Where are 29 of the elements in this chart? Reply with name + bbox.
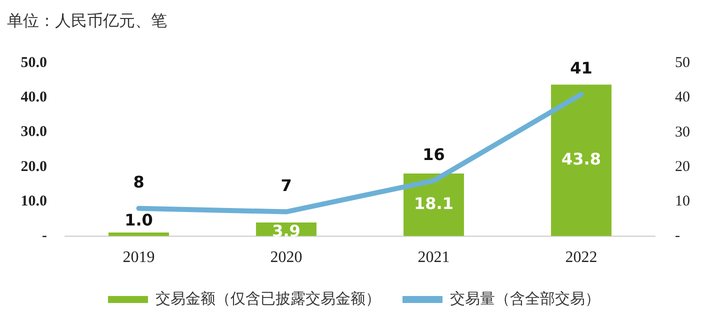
bar: [108, 232, 169, 236]
y-tick-label: -: [42, 228, 47, 244]
data-label: 7: [280, 176, 292, 195]
data-label: 18.1: [414, 194, 454, 213]
data-label: 41: [570, 58, 592, 78]
y2-tick-label: 20: [675, 158, 690, 175]
legend-label: 交易量（含全部交易）: [450, 289, 600, 308]
data-label: 3.9: [272, 222, 300, 241]
y-tick-label: 10.0: [20, 193, 47, 210]
y2-tick-label: 40: [675, 90, 690, 106]
y-tick-label: 40.0: [20, 90, 47, 106]
legend-label: 交易金额（仅含已披露交易金额）: [156, 289, 380, 308]
data-label: 43.8: [562, 149, 601, 168]
x-tick-label: 2021: [418, 248, 450, 266]
y2-tick-label: 30: [675, 124, 690, 140]
y-tick-label: 20.0: [20, 158, 47, 175]
y-tick-label: 50.0: [20, 55, 47, 72]
y2-tick-label: 50: [675, 55, 690, 72]
data-label: 1.0: [124, 210, 153, 230]
y2-tick-label: -: [675, 228, 680, 244]
y2-tick-label: 10: [675, 193, 690, 210]
x-tick-label: 2020: [270, 248, 302, 266]
bar: [551, 84, 612, 236]
x-tick-label: 2022: [565, 248, 598, 266]
y-tick-label: 30.0: [20, 124, 47, 140]
x-tick-label: 2019: [122, 248, 155, 266]
data-label: 8: [133, 172, 144, 192]
chart-title: 单位：人民币亿元、笔: [7, 10, 167, 30]
data-label: 16: [422, 144, 445, 164]
